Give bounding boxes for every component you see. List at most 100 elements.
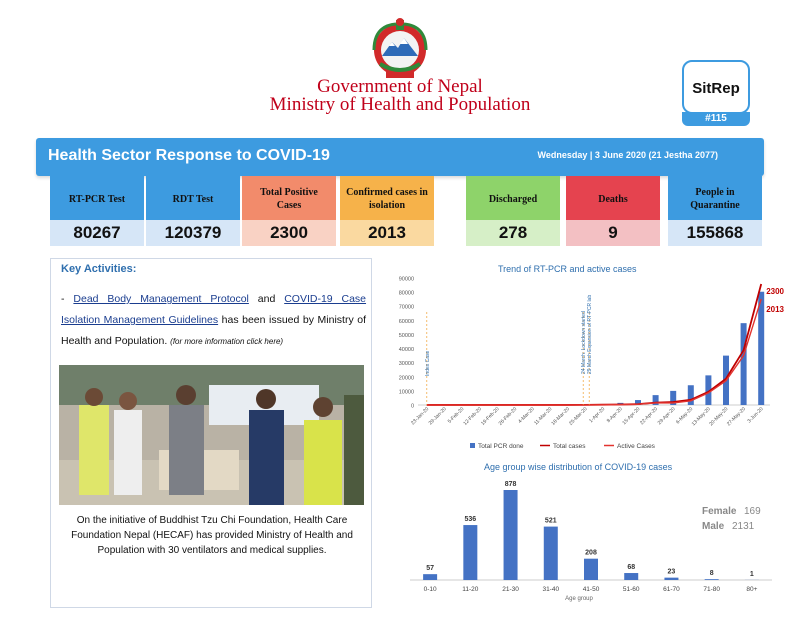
age-bar-value: 8 (710, 570, 714, 577)
donation-photo (59, 365, 364, 505)
stat-label: RDT Test (146, 176, 240, 222)
page-banner: Health Sector Response to COVID-19 Wedne… (36, 138, 764, 176)
photo-caption: On the initiative of Buddhist Tzu Chi Fo… (71, 515, 353, 556)
y-tick-label: 50000 (399, 333, 414, 339)
age-bar (423, 574, 438, 580)
male-label: Male (702, 521, 725, 532)
stat-card-rdt: RDT Test 120379 (146, 176, 240, 246)
bullet: - (61, 293, 65, 305)
legend-label-active: Active Cases (617, 443, 656, 450)
age-chart-title: Age group wise distribution of COVID-19 … (484, 462, 673, 472)
line-active-cases (426, 298, 762, 406)
stat-value: 2013 (340, 220, 434, 246)
stat-card-deaths: Deaths 9 (566, 176, 660, 246)
y-tick-label: 20000 (399, 375, 414, 381)
stat-value: 80267 (50, 220, 144, 246)
age-bar-value: 23 (668, 569, 676, 576)
age-tick-label: 11-20 (462, 586, 479, 593)
x-tick-label: 27-May-20 (726, 406, 747, 427)
dead-body-protocol-link[interactable]: Dead Body Management Protocol (73, 293, 249, 305)
stat-label: Deaths (566, 176, 660, 222)
x-tick-label: 29-Apr-20 (657, 406, 677, 426)
stat-value: 2300 (242, 220, 336, 246)
stat-label: Total Positive Cases (242, 176, 336, 222)
age-bar-value: 521 (545, 518, 557, 525)
age-tick-label: 0-10 (424, 586, 437, 593)
sitrep-badge: SitRep (682, 60, 750, 114)
key-activities-text: - Dead Body Management Protocol and COVI… (61, 289, 366, 352)
age-bar (503, 490, 518, 580)
stat-value: 9 (566, 220, 660, 246)
trend-chart: 0 10000 20000 30000 40000 50000 60000 70000 8000… (399, 277, 785, 451)
legend-swatch-pcr (470, 443, 475, 448)
stat-value: 278 (466, 220, 560, 246)
trend-chart-title: Trend of RT-PCR and active cases (498, 264, 637, 274)
age-tick-label: 71-80 (703, 586, 720, 593)
stat-card-quarantine: People in Quarantine 155868 (668, 176, 762, 246)
x-tick-label: 22-Apr-20 (639, 406, 659, 426)
male-value: 2131 (732, 521, 755, 532)
page-title: Health Sector Response to COVID-19 (48, 147, 330, 164)
bar-total-pcr (652, 395, 659, 405)
x-tick-label: 25-Mar-20 (568, 406, 589, 427)
age-bar-value: 208 (585, 550, 597, 557)
age-tick-label: 31-40 (542, 586, 559, 593)
sitrep-label: SitRep (692, 80, 740, 97)
age-tick-label: 80+ (746, 586, 757, 593)
bar-total-pcr (635, 400, 641, 405)
x-tick-label: 3-Jun-20 (746, 406, 764, 424)
stat-card-rt-pcr: RT-PCR Test 80267 (50, 176, 144, 246)
x-tick-label: 26-Feb-20 (498, 406, 519, 427)
stat-card-isolation: Confirmed cases in isolation 2013 (340, 176, 434, 246)
legend-label-total: Total cases (553, 443, 586, 450)
age-bar-value: 536 (464, 516, 476, 523)
activity-text: has been issued by Ministry of Health an… (61, 314, 366, 347)
bar-total-pcr (705, 375, 712, 405)
bar-total-pcr (687, 385, 694, 405)
stat-value: 155868 (668, 220, 762, 246)
age-tick-label: 51-60 (623, 586, 640, 593)
stat-value: 120379 (146, 220, 240, 246)
age-bar (664, 577, 679, 580)
female-label: Female (702, 506, 737, 517)
annotation-label: Index Case (425, 350, 431, 376)
government-title: Government of Nepal (317, 76, 483, 97)
y-tick-label: 0 (411, 404, 414, 410)
report-date: Wednesday | 3 June 2020 (21 Jestha 2077) (537, 150, 718, 160)
age-bar (543, 526, 558, 580)
x-tick-label: 29-Jan-20 (428, 406, 448, 426)
isolation-guidelines-link[interactable]: COVID-19 Case Isolation Management Guide… (61, 293, 367, 326)
age-bar (704, 579, 719, 580)
stat-label: Confirmed cases in isolation (340, 176, 434, 222)
end-label-active: 2013 (766, 305, 784, 314)
age-x-axis-label: Age group (565, 596, 593, 602)
y-tick-label: 10000 (399, 389, 414, 395)
age-bar-value: 878 (505, 481, 517, 488)
age-tick-label: 41-50 (583, 586, 600, 593)
bar-total-pcr (670, 390, 677, 405)
legend-label-pcr: Total PCR done (478, 443, 524, 450)
annotation-label: 29 March Expansion of RT-PCR lab (587, 295, 593, 374)
stat-label: People in Quarantine (668, 176, 762, 222)
sitrep-number: #115 (682, 112, 750, 126)
x-tick-label: 1-Apr-20 (588, 406, 606, 424)
stat-card-discharged: Discharged 278 (466, 176, 560, 246)
y-tick-label: 70000 (399, 305, 414, 311)
y-tick-label: 60000 (399, 319, 414, 325)
nepal-emblem-logo (372, 18, 428, 78)
stat-card-total-positive: Total Positive Cases 2300 (242, 176, 336, 246)
age-bar (584, 558, 598, 580)
y-tick-label: 80000 (399, 291, 414, 297)
age-bar-value: 57 (426, 565, 434, 572)
age-tick-label: 61-70 (663, 586, 680, 593)
age-tick-label: 21-30 (502, 586, 519, 593)
more-info-link[interactable]: (for more information click here) (170, 337, 284, 346)
bar-total-pcr (758, 291, 765, 405)
age-bar-value: 1 (750, 571, 754, 578)
female-value: 169 (744, 506, 761, 517)
stat-label: Discharged (466, 176, 560, 222)
age-bar (624, 573, 639, 580)
y-tick-label: 40000 (399, 347, 414, 353)
y-tick-label: 90000 (399, 277, 414, 283)
end-label-total: 2300 (766, 287, 784, 296)
